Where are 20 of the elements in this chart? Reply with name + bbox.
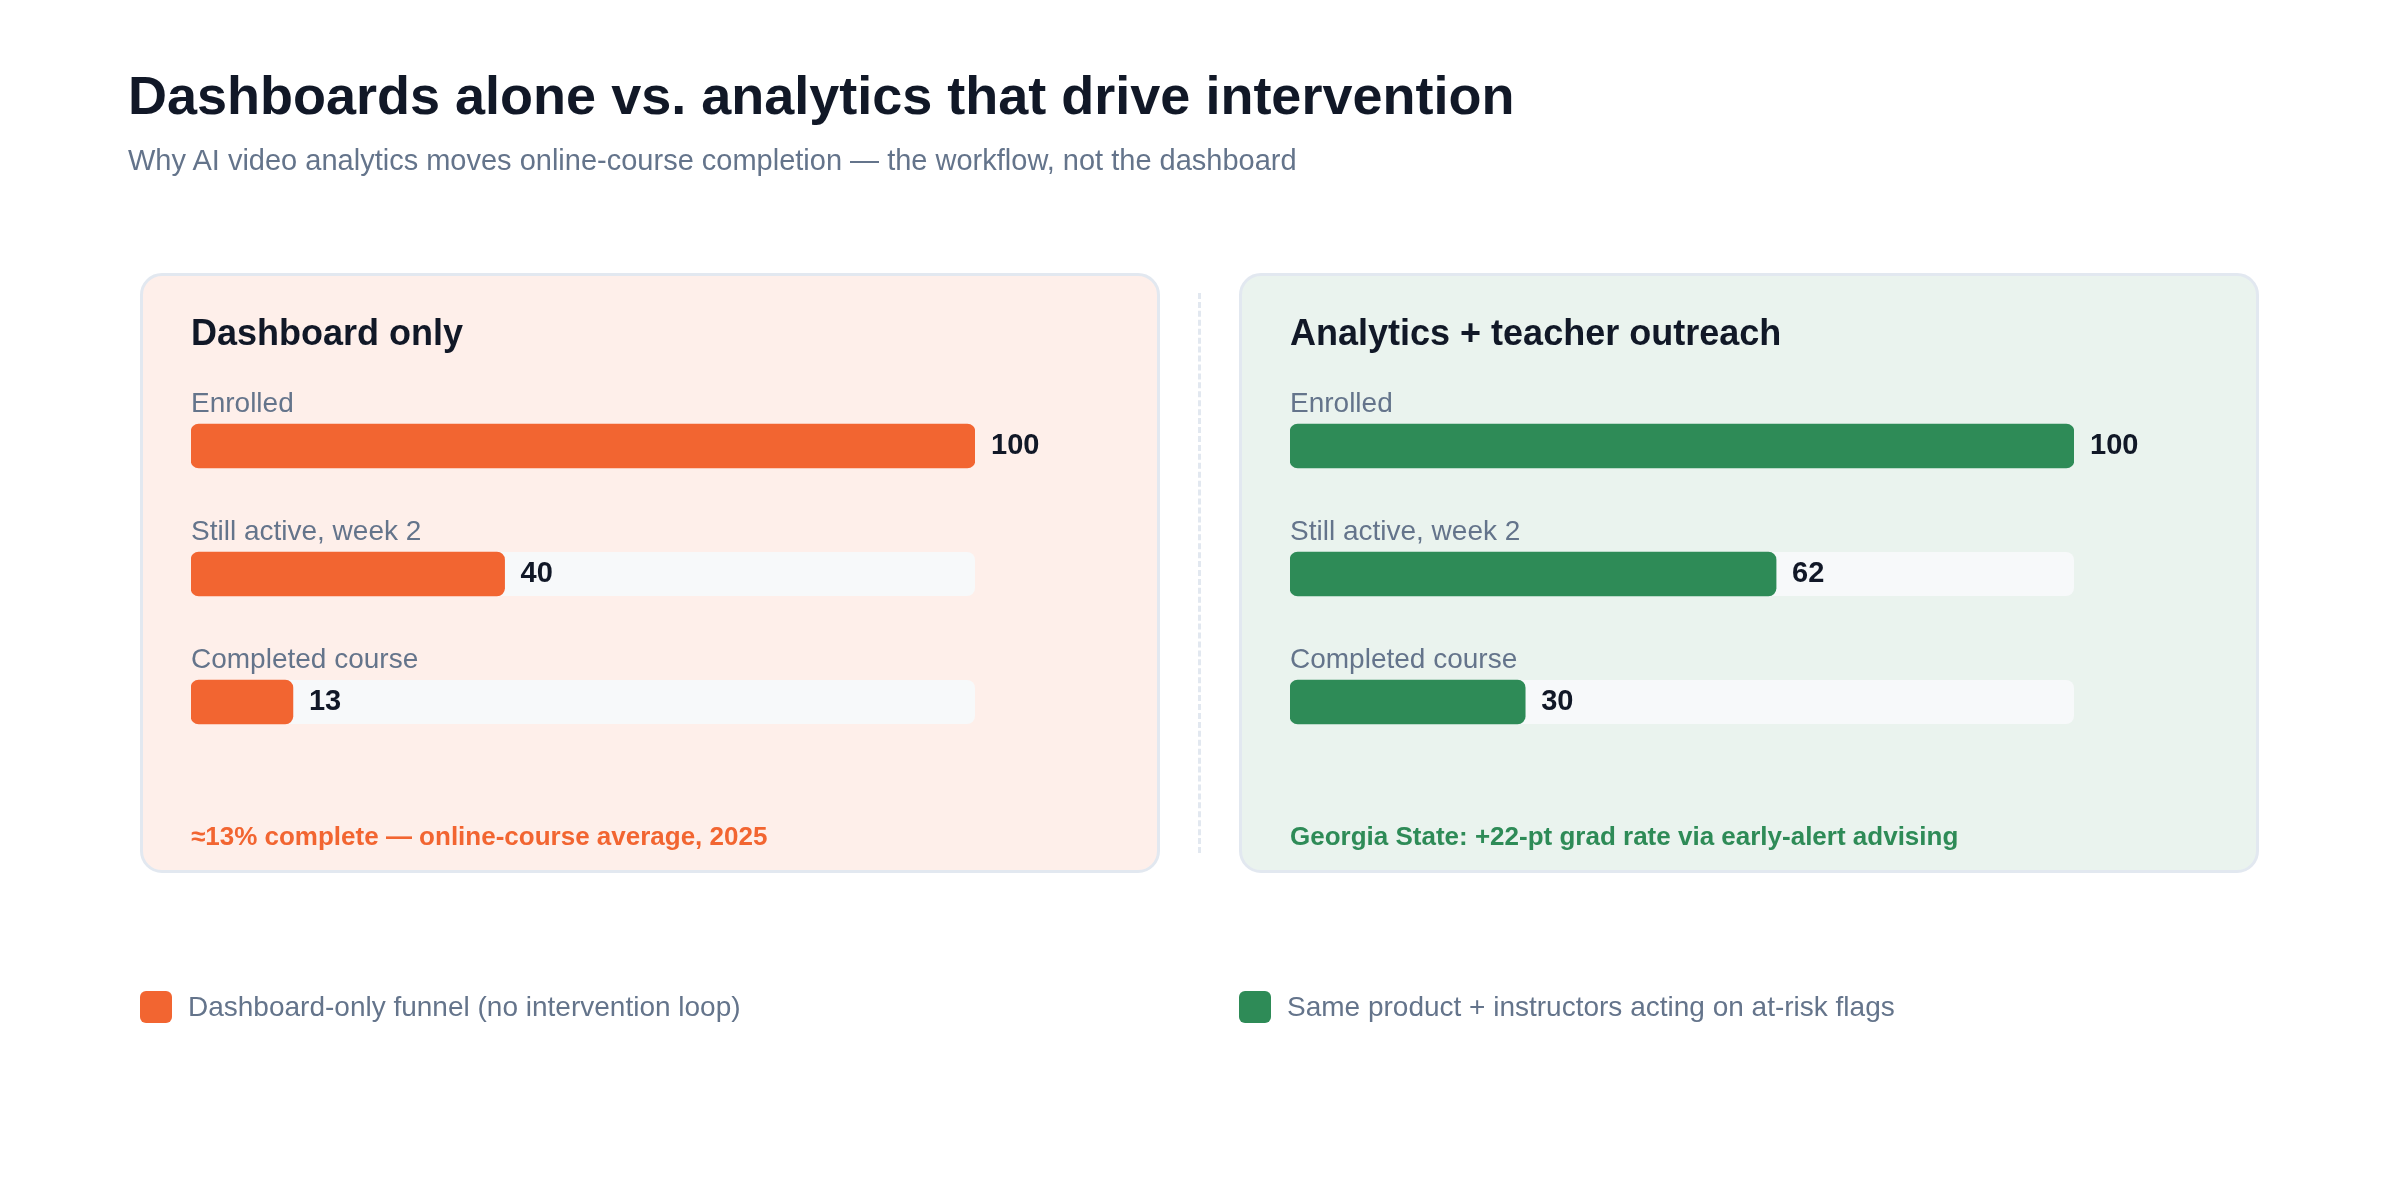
legend-label: Dashboard-only funnel (no intervention loop) bbox=[188, 991, 741, 1023]
y-tick-label: Still active, week 2 bbox=[191, 515, 422, 546]
chart-title: Analytics + teacher outreach bbox=[1290, 312, 1782, 354]
data-label: 100 bbox=[2090, 428, 2139, 460]
y-tick-label: Enrolled bbox=[191, 387, 294, 418]
text: Why AI video analytics moves online-course completion — the workflow, not the dashboard bbox=[128, 144, 1298, 177]
text: Dashboards alone vs. analytics that drive intervention bbox=[128, 64, 1516, 126]
y-tick-label: Completed course bbox=[191, 643, 419, 674]
data-label: 62 bbox=[1792, 556, 1825, 588]
data-label: 30 bbox=[1541, 684, 1574, 716]
y-tick-label: Still active, week 2 bbox=[1290, 515, 1521, 546]
text: ≈13% complete — online-course average, 2025 bbox=[191, 821, 768, 852]
chart-title: Dashboard only bbox=[191, 312, 464, 354]
legend-label: Same product + instructors acting on at-risk flags bbox=[1287, 991, 1895, 1023]
data-label: 40 bbox=[520, 556, 553, 588]
data-label: 100 bbox=[991, 428, 1040, 460]
y-tick-label: Completed course bbox=[1290, 643, 1518, 674]
data-label: 13 bbox=[308, 684, 342, 716]
y-tick-label: Enrolled bbox=[1290, 387, 1393, 418]
text: Georgia State: +22-pt grad rate via early-alert advising bbox=[1290, 821, 1959, 852]
